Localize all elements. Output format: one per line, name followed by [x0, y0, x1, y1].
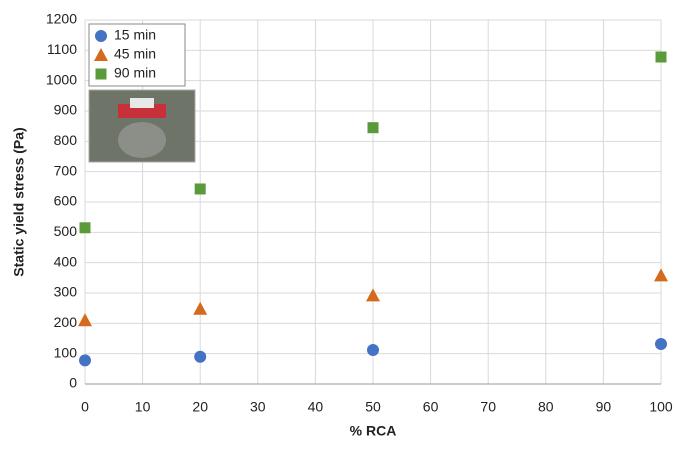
point — [367, 122, 379, 134]
y-tick-label: 600 — [54, 193, 78, 209]
point — [79, 354, 91, 367]
point — [78, 313, 92, 327]
point — [654, 268, 668, 282]
y-tick-label: 400 — [54, 253, 78, 269]
y-tick-label: 0 — [69, 375, 77, 391]
point — [194, 350, 207, 363]
legend-label: 90 min — [114, 65, 156, 81]
point — [655, 51, 667, 63]
x-tick-label: 50 — [365, 399, 381, 415]
x-tick-label: 10 — [135, 399, 151, 415]
x-tick-label: 30 — [250, 399, 266, 415]
x-tick-label: 100 — [649, 399, 673, 415]
point — [367, 344, 379, 357]
x-axis-label: % RCA — [350, 423, 397, 439]
point — [366, 288, 380, 302]
y-tick-label: 1100 — [47, 41, 77, 57]
y-tick-label: 200 — [54, 314, 78, 330]
y-axis-label: Static yield stress (Pa) — [11, 127, 27, 276]
photo-object — [130, 98, 154, 108]
x-tick-label: 70 — [480, 399, 496, 415]
legend-label: 15 min — [114, 27, 156, 43]
point — [94, 48, 108, 61]
x-tick-label: 90 — [596, 399, 612, 415]
x-tick-label: 80 — [538, 399, 554, 415]
x-tick-label: 20 — [192, 399, 208, 415]
y-tick-label: 900 — [54, 102, 78, 118]
y-tick-label: 1000 — [46, 71, 77, 87]
y-tick-label: 700 — [54, 162, 78, 178]
point — [193, 301, 208, 315]
x-tick-label: 40 — [308, 399, 324, 415]
y-tick-label: 1200 — [46, 11, 77, 27]
legend-label: 45 min — [114, 46, 156, 62]
y-tick-label: 800 — [54, 132, 78, 148]
photo-bucket — [118, 122, 166, 158]
point — [655, 337, 667, 350]
point — [95, 30, 107, 42]
x-tick-label: 60 — [423, 399, 439, 415]
y-tick-label: 100 — [54, 344, 78, 360]
y-tick-label: 300 — [54, 284, 78, 300]
point — [79, 222, 91, 234]
x-tick-label: 0 — [81, 399, 89, 415]
y-tick-label: 500 — [54, 223, 78, 239]
point — [194, 183, 206, 195]
point — [95, 68, 107, 80]
